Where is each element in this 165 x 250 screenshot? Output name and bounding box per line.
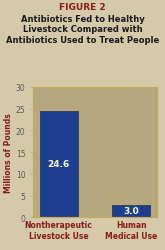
Text: Antibiotics Fed to Healthy
Livestock Compared with
Antibiotics Used to Treat Peo: Antibiotics Fed to Healthy Livestock Com… [6, 15, 159, 45]
Bar [39, 111, 79, 218]
Y-axis label: Millions of Pounds: Millions of Pounds [4, 113, 13, 192]
Text: 3.0: 3.0 [123, 206, 139, 216]
Text: FIGURE 2: FIGURE 2 [59, 2, 106, 12]
Text: 24.6: 24.6 [48, 160, 70, 169]
Bar [111, 204, 151, 218]
